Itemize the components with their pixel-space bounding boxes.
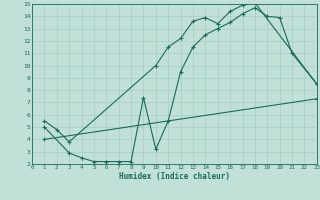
- X-axis label: Humidex (Indice chaleur): Humidex (Indice chaleur): [119, 172, 230, 181]
